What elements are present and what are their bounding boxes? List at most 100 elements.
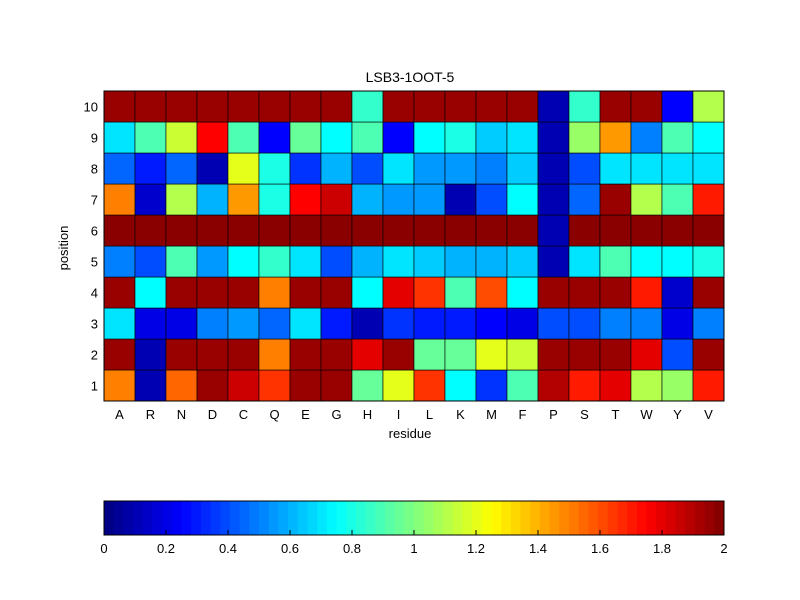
heatmap-cell xyxy=(506,152,539,185)
colorbar-segment xyxy=(414,501,425,535)
heatmap-cell xyxy=(506,90,539,123)
x-tick-label: V xyxy=(704,407,713,422)
x-tick-label: T xyxy=(612,407,620,422)
heatmap-cell xyxy=(413,121,446,154)
heatmap-cell xyxy=(320,183,353,216)
chart-title: LSB3-1OOT-5 xyxy=(366,69,455,85)
heatmap-cell xyxy=(134,183,167,216)
heatmap-cell xyxy=(165,338,198,371)
heatmap-cell xyxy=(227,214,260,247)
colorbar-segment xyxy=(491,501,502,535)
colorbar-tick-label: 0 xyxy=(100,541,107,556)
heatmap-cell xyxy=(196,338,229,371)
heatmap-cell xyxy=(444,307,477,340)
heatmap-cell xyxy=(382,369,415,402)
heatmap-cell xyxy=(165,276,198,309)
colorbar-segment xyxy=(346,501,357,535)
heatmap-cell xyxy=(661,214,694,247)
colorbar-tick-label: 1.4 xyxy=(529,541,547,556)
heatmap-cell xyxy=(258,307,291,340)
heatmap-cell xyxy=(661,307,694,340)
heatmap-cell xyxy=(661,369,694,402)
heatmap-cell xyxy=(444,214,477,247)
colorbar-segment xyxy=(646,501,657,535)
x-axis-label: residue xyxy=(389,426,432,441)
heatmap-cell xyxy=(599,369,632,402)
colorbar-segment xyxy=(617,501,628,535)
colorbar-segment xyxy=(423,501,434,535)
colorbar-segment xyxy=(569,501,580,535)
y-tick-label: 7 xyxy=(91,193,98,208)
y-tick-label: 5 xyxy=(91,255,98,270)
colorbar-tick-label: 0.8 xyxy=(343,541,361,556)
heatmap-cell xyxy=(599,183,632,216)
heatmap-cell xyxy=(630,369,663,402)
y-tick-label: 6 xyxy=(91,224,98,239)
colorbar-tick-label: 1.6 xyxy=(591,541,609,556)
heatmap-cell xyxy=(382,276,415,309)
heatmap-cell xyxy=(134,245,167,278)
heatmap-cell xyxy=(506,183,539,216)
heatmap-cell xyxy=(661,245,694,278)
heatmap-cell xyxy=(320,214,353,247)
colorbar-segment xyxy=(694,501,706,535)
heatmap-cell xyxy=(134,338,167,371)
colorbar-segment xyxy=(472,501,483,535)
heatmap-cell xyxy=(661,90,694,123)
heatmap-cell xyxy=(382,152,415,185)
heatmap-cell xyxy=(320,90,353,123)
heatmap-cell xyxy=(103,183,136,216)
colorbar-segment xyxy=(443,501,454,535)
heatmap-cell xyxy=(196,183,229,216)
heatmap-cell xyxy=(568,214,601,247)
heatmap-cell xyxy=(630,245,663,278)
heatmap-cell xyxy=(227,90,260,123)
heatmap-cell xyxy=(320,276,353,309)
heatmap-cell xyxy=(258,276,291,309)
heatmap-cell xyxy=(351,121,384,154)
heatmap-cell xyxy=(475,121,508,154)
colorbar-tick-labels: 0 0.2 0.4 0.6 0.8 1 1.2 1.4 1.6 1.8 2 xyxy=(100,530,728,556)
y-tick-label: 9 xyxy=(91,131,98,146)
heatmap-cell xyxy=(103,245,136,278)
heatmap-cell xyxy=(165,369,198,402)
heatmap-cell xyxy=(599,245,632,278)
heatmap-cell xyxy=(382,245,415,278)
heatmap-cell xyxy=(506,338,539,371)
heatmap-cell xyxy=(382,338,415,371)
heatmap-cell xyxy=(413,307,446,340)
heatmap-cell xyxy=(661,152,694,185)
y-tick-label: 1 xyxy=(91,379,98,394)
heatmap-cell xyxy=(413,183,446,216)
heatmap-cell xyxy=(537,245,570,278)
heatmap-cell xyxy=(165,90,198,123)
heatmap-cell xyxy=(506,214,539,247)
heatmap-cell xyxy=(475,307,508,340)
heatmap-cell xyxy=(568,276,601,309)
heatmap-cell xyxy=(599,152,632,185)
colorbar-segment xyxy=(704,501,715,535)
heatmap-cell xyxy=(506,245,539,278)
heatmap-cell xyxy=(444,152,477,185)
heatmap-cell xyxy=(351,214,384,247)
colorbar-segment xyxy=(539,501,551,535)
heatmap-cell xyxy=(630,214,663,247)
colorbar-segment xyxy=(510,501,522,535)
heatmap-cell xyxy=(320,369,353,402)
heatmap-cell xyxy=(413,276,446,309)
heatmap-cell xyxy=(258,214,291,247)
heatmap-cell xyxy=(599,90,632,123)
x-tick-label: H xyxy=(363,407,372,422)
x-tick-label: A xyxy=(115,407,124,422)
colorbar-tick-label: 0.2 xyxy=(157,541,175,556)
colorbar-segment xyxy=(259,501,270,535)
heatmap-cell xyxy=(103,369,136,402)
heatmap-cell xyxy=(227,183,260,216)
heatmap-cell xyxy=(599,214,632,247)
colorbar-segment xyxy=(200,501,212,535)
x-tick-label: Q xyxy=(269,407,279,422)
heatmap-cell xyxy=(537,307,570,340)
heatmap-cell xyxy=(382,90,415,123)
colorbar-segment xyxy=(142,501,153,535)
